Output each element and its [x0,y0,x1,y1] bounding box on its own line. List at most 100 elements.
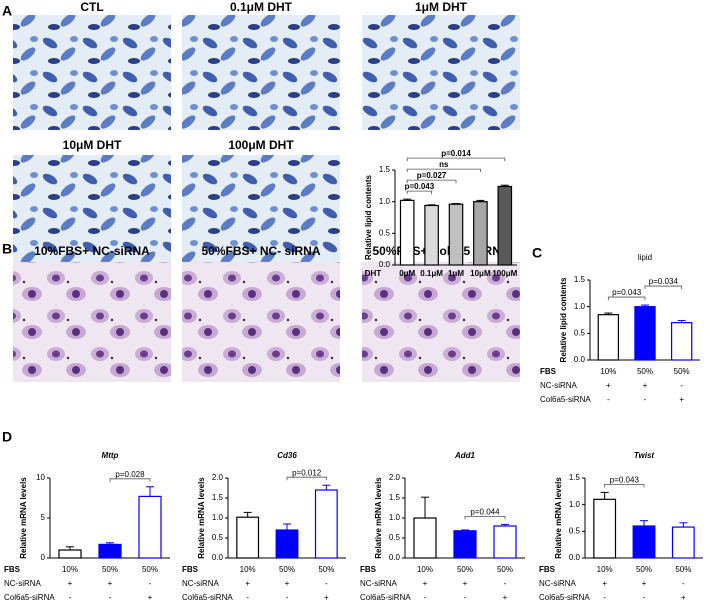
condition-value: + [148,593,153,602]
condition-name: NC-siRNA [360,579,398,588]
condition-value: 50% [279,565,295,574]
condition-value: + [642,579,647,588]
condition-value: + [606,381,611,390]
condition-name: NC-siRNA [182,579,220,588]
condition-value: 10% [62,565,78,574]
significance-label: p=0.043 [610,476,640,485]
condition-value: - [644,395,647,404]
condition-value: - [607,395,610,404]
condition-value: + [68,579,73,588]
y-tick-label: 1.0 [574,302,586,311]
condition-name: Col6a5-siRNA [4,593,55,602]
condition-value: 50% [497,565,513,574]
image-title: 1μM DHT [415,0,468,14]
condition-value: 50% [636,565,652,574]
condition-name: NC-siRNA [540,381,578,390]
x-tick-label: 1μM [448,269,464,278]
y-tick-label: 0.5 [389,533,401,542]
image-title: 50%FBS+ NC- siRNA [201,244,320,258]
condition-value: 50% [318,565,334,574]
y-tick-label: 1.5 [574,275,586,284]
condition-value: 50% [102,565,118,574]
significance-label: p=0.043 [612,288,642,297]
condition-value: - [682,579,685,588]
condition-value: 10% [240,565,256,574]
y-tick-label: 0.0 [574,355,586,364]
significance-bracket [406,168,481,173]
condition-value: 50% [142,565,158,574]
condition-name: Col6a5-siRNA [360,593,411,602]
condition-value: - [643,593,646,602]
image-title: 50%FBS+ Col6a5 siRNA [372,244,509,258]
bar [399,199,415,266]
y-axis-label: Relative lipid contents [364,174,373,259]
condition-value: + [285,579,290,588]
y-tick-label: 1.0 [212,513,224,522]
bar [98,543,122,559]
significance-label: p=0.028 [115,470,145,479]
y-tick-label: 1.0 [569,500,581,509]
chart-title: Twist [634,451,654,460]
condition-name: FBS [539,565,556,574]
significance-bracket [286,476,327,481]
y-tick-label: 0.5 [569,526,581,535]
y-tick-label: 1.5 [212,493,224,502]
bar [236,516,260,559]
bar [632,525,656,559]
significance-bracket [607,296,646,301]
condition-name: FBS [4,565,21,574]
bar [493,525,517,559]
significance-bracket [406,179,457,184]
y-tick-label: 1.0 [379,197,391,206]
x-tick-label: 10μM [470,269,491,278]
y-axis-label: Relative mRNA levels [19,477,28,559]
micrographs [13,15,520,382]
chart-title: Mttp [102,451,119,460]
condition-value: 10% [600,367,616,376]
bar [473,201,488,266]
y-tick-label: 1.0 [389,513,401,522]
y-axis-label: Relative mRNA levels [197,477,206,559]
image-title: 10%FBS+ NC-siRNA [34,244,150,258]
bar [670,322,693,361]
bar [593,498,617,559]
x-axis-label: DHT [365,269,382,278]
condition-value: - [464,593,467,602]
condition-value: + [423,579,428,588]
significance-bracket [109,478,151,482]
condition-name: FBS [540,367,557,376]
condition-value: + [108,579,113,588]
x-tick-label: 0μM [399,269,415,278]
condition-name: Col6a5-siRNA [182,593,233,602]
condition-name: Col6a5-siRNA [539,593,590,602]
bar [413,517,437,559]
micrograph [13,15,171,130]
condition-value: - [680,381,683,390]
condition-value: - [504,579,507,588]
bar [314,489,338,559]
condition-value: + [602,579,607,588]
panel-label: D [2,429,12,445]
micrograph [362,15,520,130]
chart-title: Cd36 [277,451,297,460]
condition-value: - [325,579,328,588]
condition-value: - [109,593,112,602]
condition-value: + [245,579,250,588]
y-tick-label: 0 [41,553,46,562]
bar [448,203,464,266]
condition-value: - [286,593,289,602]
bar [58,549,82,559]
bar [275,529,299,559]
y-tick-label: 0.5 [574,328,586,337]
y-axis-label: Relative mRNA levels [374,477,383,559]
bar [597,314,620,361]
condition-value: + [681,593,686,602]
y-axis-label: Relative mRNA levels [554,477,563,559]
bar [453,530,477,559]
condition-value: + [679,395,684,404]
condition-value: - [69,593,72,602]
condition-value: + [463,579,468,588]
panel-label: B [2,241,12,257]
significance-label: p=0.014 [441,149,471,158]
significance-label: p=0.044 [470,508,500,517]
